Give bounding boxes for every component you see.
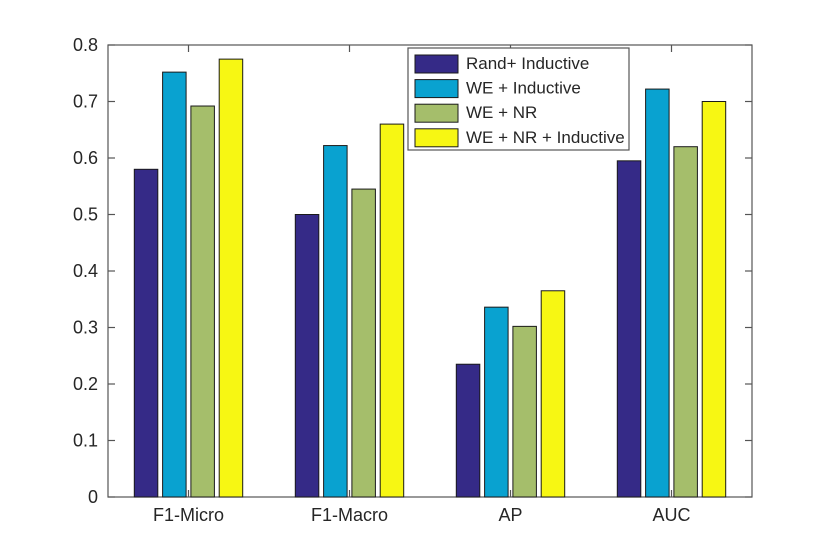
y-tick-label: 0.1 — [73, 431, 98, 451]
bar-we-nr-inductive-ap — [540, 290, 566, 498]
bar-we-nr-ap — [512, 325, 537, 498]
x-category-label: AP — [498, 505, 522, 525]
bar-we-nr-f1-macro — [351, 188, 376, 498]
y-tick-label: 0.2 — [73, 374, 98, 394]
bar-we-nr-inductive-f1-macro — [379, 123, 405, 498]
legend-label: WE + Inductive — [466, 79, 581, 98]
legend-swatch — [414, 79, 459, 99]
y-tick-label: 0.6 — [73, 148, 98, 168]
y-tick-label: 0.7 — [73, 92, 98, 112]
bar-we-inductive-f1-macro — [323, 145, 348, 498]
legend-label: WE + NR + Inductive — [466, 128, 625, 147]
x-category-label: AUC — [652, 505, 690, 525]
bar-rand-inductive-ap — [455, 363, 481, 498]
bar-we-nr-inductive-f1-micro — [218, 58, 244, 498]
legend-label: Rand+ Inductive — [466, 54, 589, 73]
bar-we-inductive-ap — [484, 306, 509, 498]
bar-we-nr-f1-micro — [190, 105, 215, 498]
bar-we-inductive-auc — [645, 88, 670, 498]
bar-we-nr-inductive-auc — [701, 101, 727, 498]
legend-swatch — [414, 103, 459, 123]
bar-rand-inductive-f1-micro — [133, 168, 159, 498]
bar-we-inductive-f1-micro — [162, 71, 187, 498]
legend-swatch — [414, 54, 459, 74]
bar-we-nr-auc — [673, 146, 698, 498]
y-tick-label: 0.5 — [73, 205, 98, 225]
y-tick-label: 0.8 — [73, 35, 98, 55]
x-category-label: F1-Macro — [311, 505, 388, 525]
y-tick-label: 0.4 — [73, 261, 98, 281]
legend-label: WE + NR — [466, 103, 537, 122]
bar-rand-inductive-f1-macro — [294, 214, 320, 498]
legend-swatch — [414, 128, 459, 148]
y-tick-label: 0.3 — [73, 318, 98, 338]
bar-rand-inductive-auc — [616, 160, 642, 498]
y-tick-label: 0 — [88, 487, 98, 507]
x-category-label: F1-Micro — [153, 505, 224, 525]
